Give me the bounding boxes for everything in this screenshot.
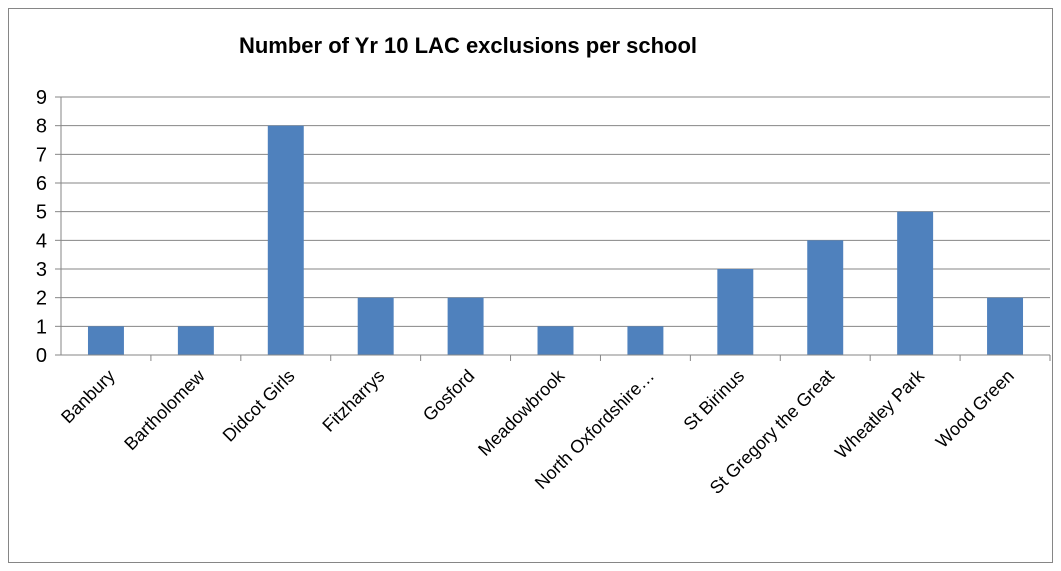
- bar: [447, 297, 484, 355]
- x-tick-label: Wheatley Park: [831, 365, 929, 463]
- x-tick-label: St Birinus: [680, 366, 749, 435]
- y-tick-label: 4: [36, 230, 47, 252]
- chart-frame: [8, 8, 1053, 563]
- gridlines: [55, 96, 1051, 361]
- x-tick-label: Gosford: [419, 366, 478, 425]
- x-tick-label: Banbury: [57, 366, 119, 428]
- y-tick-label: 3: [36, 259, 47, 281]
- bar: [987, 297, 1024, 355]
- x-axis-tick-labels: Banbury Bartholomew Didcot Girls Fitzharrys…: [57, 365, 1018, 498]
- y-tick-label: 9: [36, 87, 47, 109]
- x-tick-label: Bartholomew: [120, 365, 209, 454]
- y-tick-label: 6: [36, 173, 47, 195]
- bar: [807, 240, 844, 355]
- x-tick-label: Meadowbrook: [474, 365, 569, 460]
- x-tick-label: Fitzharrys: [318, 366, 388, 436]
- y-tick-label: 8: [36, 116, 47, 138]
- x-tick-label: Wood Green: [932, 366, 1018, 452]
- y-axis-tick-labels: 0 1 2 3 4 5 6 7 8 9: [36, 87, 47, 367]
- axes: [55, 97, 1050, 356]
- x-tick-label: Didcot Girls: [219, 366, 299, 446]
- y-tick-label: 7: [36, 144, 47, 166]
- bar: [627, 326, 664, 355]
- y-tick-label: 2: [36, 288, 47, 310]
- y-tick-label: 1: [36, 316, 47, 338]
- bar: [267, 125, 304, 356]
- bars: [87, 125, 1024, 356]
- bar: [87, 326, 124, 355]
- bar: [537, 326, 574, 355]
- chart-title: Number of Yr 10 LAC exclusions per schoo…: [239, 33, 697, 58]
- bar: [717, 269, 754, 355]
- bar: [357, 297, 394, 355]
- y-tick-label: 5: [36, 202, 47, 224]
- bar: [177, 326, 214, 355]
- y-tick-label: 0: [36, 345, 47, 367]
- bar: [897, 211, 934, 355]
